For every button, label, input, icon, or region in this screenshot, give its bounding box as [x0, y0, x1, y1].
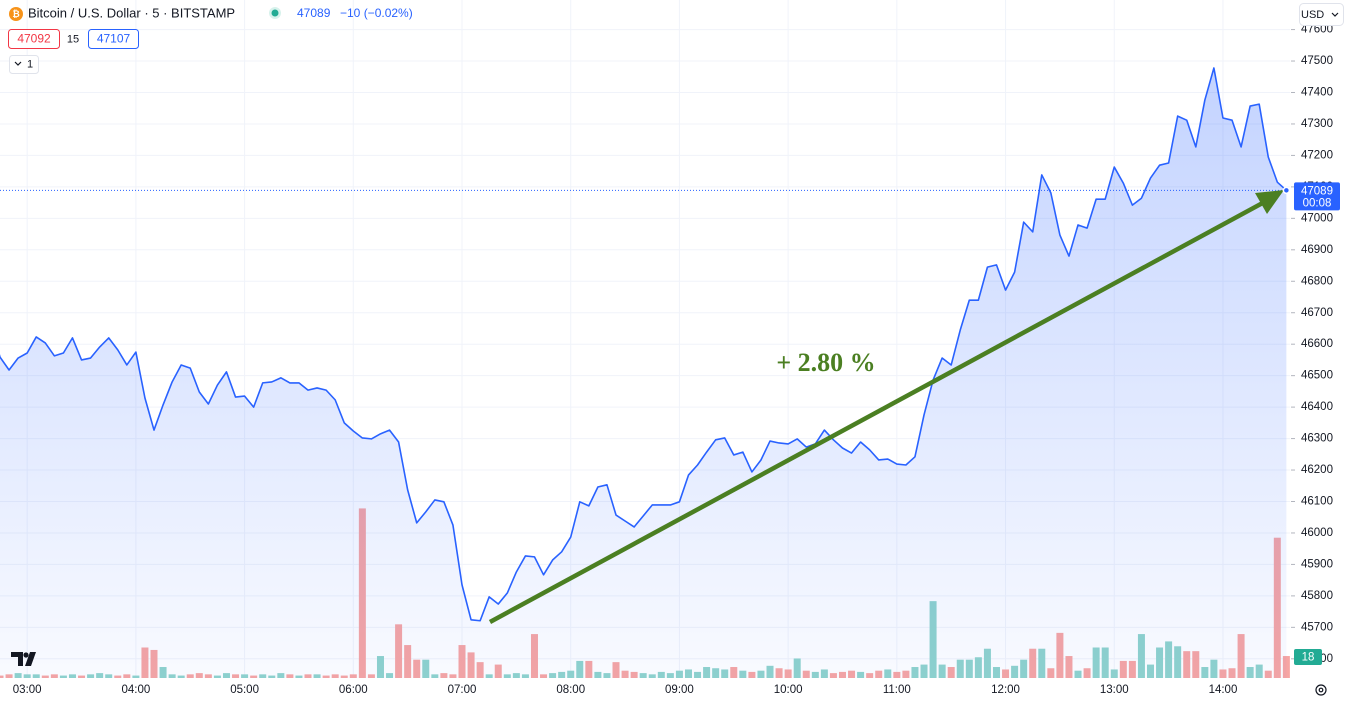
last-price: 47089 — [297, 6, 331, 20]
x-tick-label: 07:00 — [448, 684, 477, 696]
x-tick-label: 12:00 — [991, 684, 1020, 696]
y-tick-label: 47300 — [1301, 118, 1333, 130]
plot-area — [0, 67, 1290, 678]
currency: USD — [1301, 9, 1324, 21]
ask-box[interactable] — [88, 29, 139, 49]
spread: 15 — [67, 33, 79, 45]
coin-icon — [9, 7, 23, 21]
y-tick-label: 46300 — [1301, 433, 1333, 445]
bid-box[interactable] — [8, 29, 60, 49]
y-tick-label: 45800 — [1301, 590, 1333, 602]
x-tick-label: 06:00 — [339, 684, 368, 696]
y-tick-label: 46700 — [1301, 307, 1333, 319]
logo-dot — [23, 652, 29, 658]
currency-button[interactable] — [1299, 3, 1344, 26]
y-tick-label: 46400 — [1301, 401, 1333, 413]
price-line — [0, 67, 1287, 622]
y-tick-label: 47600 — [1301, 24, 1333, 36]
price-area — [0, 67, 1287, 678]
x-tick-label: 13:00 — [1100, 684, 1129, 696]
y-tick-label: 45700 — [1301, 621, 1333, 633]
bar-countdown: 00:08 — [1303, 197, 1332, 209]
market-status — [271, 9, 279, 17]
annotation: + 2.80 % — [776, 348, 875, 377]
settings-icon[interactable] — [1315, 684, 1327, 696]
last-price-tag — [1294, 182, 1340, 211]
chevron — [1331, 12, 1339, 17]
y-tick-label: 46500 — [1301, 370, 1333, 382]
trend-arrow-head — [1255, 190, 1284, 214]
x-tick-label: 14:00 — [1209, 684, 1238, 696]
x-tick-label: 03:00 — [13, 684, 42, 696]
ask: 47107 — [97, 32, 131, 46]
y-tick-label: 46600 — [1301, 338, 1333, 350]
x-tick-label: 05:00 — [230, 684, 259, 696]
trend-arrow[interactable] — [488, 197, 1272, 624]
volume-label: 18 — [1302, 652, 1315, 664]
volume-tag — [1294, 649, 1322, 665]
y-tick-label: 46800 — [1301, 275, 1333, 287]
logo[interactable] — [11, 652, 36, 666]
indicators-toggle[interactable] — [9, 55, 39, 74]
y-tick-label: 46200 — [1301, 464, 1333, 476]
settings-icon-core — [1318, 687, 1324, 693]
y-tick-label: 47400 — [1301, 87, 1333, 99]
chevron — [14, 61, 22, 66]
bid: 47092 — [17, 32, 51, 46]
last-price-dot — [1282, 186, 1291, 195]
coin-icon-glyph: ₿ — [12, 9, 19, 19]
y-tick-label: 46900 — [1301, 244, 1333, 256]
y-tick-label: 46100 — [1301, 496, 1333, 508]
last-price-label: 47089 — [1301, 185, 1333, 197]
x-tick-label: 04:00 — [121, 684, 150, 696]
x-tick-label: 10:00 — [774, 684, 803, 696]
x-tick-label: 08:00 — [556, 684, 585, 696]
y-tick-label: 47500 — [1301, 55, 1333, 67]
y-tick-label: 46000 — [1301, 527, 1333, 539]
x-tick-label: 11:00 — [883, 684, 911, 696]
x-tick-label: 09:00 — [665, 684, 694, 696]
indicator-count: 1 — [27, 58, 33, 70]
symbol-title: Bitcoin / U.S. Dollar · 5 · BITSTAMP — [28, 5, 235, 20]
price-change: −10 (−0.02%) — [340, 6, 413, 20]
y-tick-label: 45900 — [1301, 558, 1333, 570]
y-tick-label: 47200 — [1301, 149, 1333, 161]
y-tick-label: 47000 — [1301, 212, 1333, 224]
